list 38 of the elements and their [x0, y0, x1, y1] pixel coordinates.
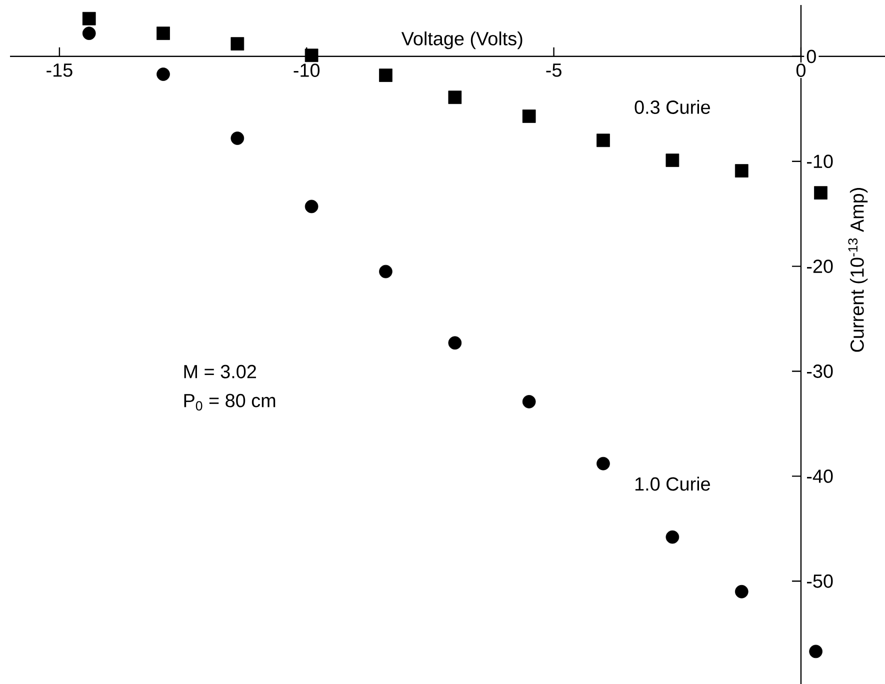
x-axis-title: Voltage (Volts)	[401, 31, 522, 50]
annotation: M = 3.02	[184, 364, 256, 378]
point	[596, 456, 610, 470]
y-tick-label: -20	[806, 260, 833, 274]
y-tick-label: -10	[806, 154, 833, 168]
point	[448, 90, 462, 104]
point	[734, 584, 748, 598]
point	[156, 68, 170, 81]
point	[596, 134, 610, 148]
y-tick-label: -40	[806, 469, 833, 483]
x-tick-label: -15	[46, 64, 72, 77]
series-label: 0.3 Curie	[634, 100, 710, 114]
point	[230, 37, 244, 50]
point	[666, 154, 680, 167]
point	[809, 644, 822, 658]
x-tick-label: -5	[546, 64, 562, 77]
y-tick-label: 0	[806, 50, 816, 64]
point	[82, 12, 96, 26]
point	[304, 48, 318, 62]
x-tick-label: 0	[796, 64, 806, 77]
point	[230, 132, 244, 145]
point	[522, 395, 536, 408]
point	[379, 68, 392, 82]
y-tick-label: -30	[806, 364, 833, 378]
point	[814, 186, 828, 200]
point	[448, 336, 462, 350]
y-tick-label: -50	[806, 574, 833, 588]
point	[734, 164, 748, 178]
point	[522, 110, 536, 123]
series-label: 1.0 Curie	[635, 476, 710, 491]
y-axis-title: Current (10$^{-13}$ Amp)	[848, 188, 868, 352]
annotation: P$_{0}$ = 80 cm	[184, 394, 276, 411]
x-tick-label: -10	[294, 64, 320, 77]
point	[156, 26, 170, 40]
point	[379, 264, 392, 278]
point	[666, 530, 680, 544]
point	[304, 200, 318, 214]
point	[82, 26, 96, 40]
